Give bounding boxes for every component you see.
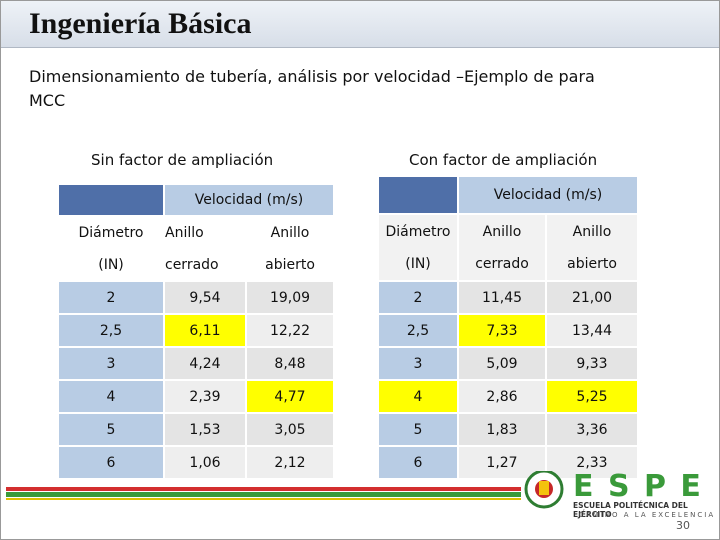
header-line: Anillo [270, 224, 310, 241]
row-header: 2,5 [378, 314, 458, 347]
table-cell: 9,54 [164, 281, 246, 314]
table-cell: 12,22 [246, 314, 334, 347]
row-header: 2,5 [58, 314, 164, 347]
table-cell: 1,83 [458, 413, 546, 446]
row-header: 2 [378, 281, 458, 314]
table-cell: 1,06 [164, 446, 246, 479]
corner-cell [378, 176, 458, 214]
table-cell: 9,33 [546, 347, 638, 380]
header-line: Diámetro [78, 224, 144, 241]
row-header: 4 [378, 380, 458, 413]
institution: ESCUELA POLITÉCNICA DEL EJÉRCITO [573, 501, 688, 519]
table-cell: 1,27 [458, 446, 546, 479]
column-header: Anillo abierto [246, 216, 334, 281]
header-line: (IN) [98, 256, 124, 273]
header-line: Diámetro [385, 223, 451, 240]
subtitle: Dimensionamiento de tubería, análisis po… [29, 65, 595, 113]
table-cell: 1,53 [164, 413, 246, 446]
header-line: Anillo [572, 223, 612, 240]
row-header: 5 [58, 413, 164, 446]
row-header: 5 [378, 413, 458, 446]
table-cell: 5,09 [458, 347, 546, 380]
page-number: 30 [676, 519, 690, 532]
header-line: Anillo cerrado [165, 224, 219, 273]
motto: CAMINO A LA EXCELENCIA [579, 511, 716, 519]
table-cell: 5,25 [546, 380, 638, 413]
subtitle-line: Dimensionamiento de tubería, análisis po… [29, 67, 595, 86]
table-cell: 2,33 [546, 446, 638, 479]
footer-bar [6, 492, 521, 497]
row-header: 6 [378, 446, 458, 479]
table-cell: 7,33 [458, 314, 546, 347]
column-header: Diámetro (IN) [378, 214, 458, 281]
corner-cell [58, 184, 164, 216]
table-cell: 21,00 [546, 281, 638, 314]
logo-emblem [539, 481, 549, 495]
row-header: 4 [58, 380, 164, 413]
table-cell: 3,05 [246, 413, 334, 446]
table-cell: 4,24 [164, 347, 246, 380]
group-header: Velocidad (m/s) [458, 176, 638, 214]
header-line: abierto [567, 255, 617, 272]
table-cell: 19,09 [246, 281, 334, 314]
table-caption: Con factor de ampliación [409, 151, 598, 169]
row-header: 6 [58, 446, 164, 479]
subtitle-line: MCC [29, 91, 66, 110]
header-line: cerrado [475, 255, 529, 272]
column-header: Anillo cerrado [164, 216, 246, 281]
slide-title: Ingeniería Básica [29, 7, 252, 40]
row-header: 2 [58, 281, 164, 314]
table-cell: 13,44 [546, 314, 638, 347]
header-line: abierto [265, 256, 315, 273]
column-header: Anillo abierto [546, 214, 638, 281]
footer-graphics [6, 471, 564, 509]
table-cell: 2,86 [458, 380, 546, 413]
table-cell: 11,45 [458, 281, 546, 314]
table-cell: 4,77 [246, 380, 334, 413]
table-cell: 3,36 [546, 413, 638, 446]
header-line: Anillo [482, 223, 522, 240]
table-caption: Sin factor de ampliación [91, 151, 274, 169]
logo-text: E S P E [573, 469, 703, 504]
footer-bar [6, 498, 521, 500]
row-header: 3 [58, 347, 164, 380]
footer-bar [6, 487, 521, 491]
title-band [1, 1, 719, 48]
table-cell: 2,39 [164, 380, 246, 413]
table-cell: 2,12 [246, 446, 334, 479]
table-cell: 6,11 [164, 314, 246, 347]
header-line: (IN) [405, 255, 431, 272]
column-header: Anillo cerrado [458, 214, 546, 281]
group-header: Velocidad (m/s) [164, 184, 334, 216]
table-cell: 8,48 [246, 347, 334, 380]
column-header: Diámetro (IN) [58, 216, 164, 281]
row-header: 3 [378, 347, 458, 380]
